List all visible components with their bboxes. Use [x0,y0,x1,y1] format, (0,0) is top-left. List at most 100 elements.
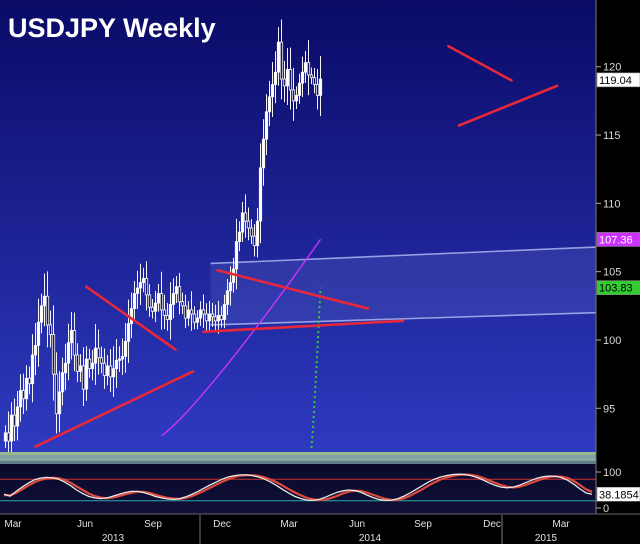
candle-body [129,308,134,324]
candle [87,348,92,378]
candle-body [168,304,173,320]
candle-body [3,432,8,442]
candle-body [249,227,254,237]
candle-body [108,365,113,378]
candle [309,67,314,85]
candle-body [183,305,188,319]
candle-body [315,84,320,96]
candle-body [210,313,215,318]
candle [264,94,269,156]
candle-body [39,305,44,323]
candle [300,56,305,98]
ma-badge-1-text: 107.36 [599,234,633,246]
candle-body [27,377,32,385]
candle [276,27,281,86]
candle-body [213,316,218,322]
candle [147,284,152,317]
candle-body [318,78,323,96]
candle [198,301,203,326]
candle-body [174,286,179,294]
red-trendline-6 [457,84,559,127]
candle-body [84,358,89,390]
candle-body [222,304,227,320]
y-tick-label: 110 [603,198,621,210]
candle [138,263,143,305]
candle-body [6,432,11,442]
candle [285,48,290,106]
price-panel-background [0,0,596,452]
y-tick-label: 115 [603,130,621,142]
candle-body [15,406,20,427]
candle [132,281,137,320]
x-tick-label: Jun [77,519,93,530]
candle [33,322,38,376]
candle [255,208,260,258]
x-tick-label: Mar [280,519,298,530]
candle-body [279,41,284,80]
candle-body [123,340,128,357]
candle-body [264,111,269,140]
value-badges: 119.04 107.36 103.83 38.1854 [596,72,640,502]
candle [207,301,212,333]
candle-body [240,212,245,233]
candle [219,306,224,328]
candle [237,221,242,252]
candle [303,50,308,83]
y-tick-label: 95 [603,403,615,415]
candle-body [234,241,239,270]
candle-body [270,84,275,98]
candle-body [303,62,308,73]
candle-body [81,365,86,390]
red-trendline-5 [447,44,513,82]
candle [186,301,191,326]
candle-body [141,278,146,283]
candle-body [24,377,29,400]
stoch-signal-line [3,473,593,502]
year-label: 2014 [359,533,382,544]
candle-body [294,95,299,102]
candle-body [297,82,302,96]
candle [297,73,302,104]
y-tick-label: 100 [603,335,621,347]
candle-body [186,309,191,319]
candle-body [180,301,185,307]
candle [210,302,215,327]
candle [150,298,155,319]
ma-badge-1: 107.36 [596,232,640,247]
candle [279,19,284,100]
candle [30,334,35,403]
candle [111,346,116,397]
candle [108,349,113,393]
candle-body [69,330,74,344]
candle-body [48,324,53,335]
candle-body [126,323,131,342]
channel-upper-line [210,246,596,265]
candle [93,324,98,385]
candle-body [111,368,116,378]
candle [135,270,140,310]
candle [249,219,254,245]
candle [60,357,65,406]
candle [18,374,23,422]
candle-body [63,362,68,374]
candle-body [192,313,197,323]
candle [81,347,86,406]
candle-body [75,354,80,372]
candle [51,305,56,401]
candle-body [162,309,167,316]
candle [288,47,293,110]
candle-body [51,334,56,375]
candle [246,207,251,241]
candle-body [225,290,230,305]
moving-average-line-2 [310,287,322,448]
candle [96,329,101,375]
candle [54,352,59,434]
candle [261,119,266,186]
candle [180,292,185,315]
candle-body [105,365,110,376]
stochastic-axis: 100 0 [596,467,621,515]
candle-body [228,282,233,292]
candle [162,294,167,330]
candle [36,298,41,367]
stoch-level-100: 100 [603,467,621,479]
